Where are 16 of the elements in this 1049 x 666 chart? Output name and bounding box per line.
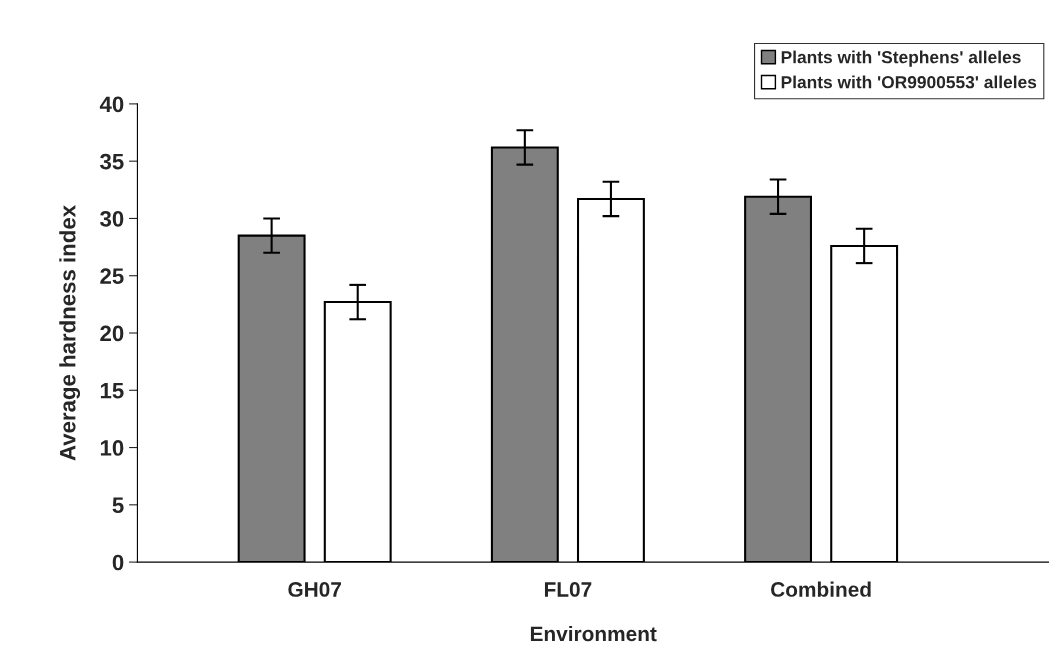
x-tick-label: Combined [771, 581, 871, 597]
legend-label: Plants with 'Stephens' alleles [781, 50, 1021, 67]
y-tick-label: 5 [112, 497, 124, 514]
y-tick-label: 0 [112, 554, 124, 571]
y-tick-label: 35 [100, 153, 124, 170]
y-tick-label: 40 [99, 96, 124, 113]
x-axis-title: Environment [530, 625, 657, 642]
legend-label: Plants with 'OR9900553' alleles [781, 75, 1037, 89]
y-tick-label: 20 [100, 325, 124, 342]
x-tick-label: GH07 [288, 582, 341, 597]
y-tick-label: 10 [100, 440, 124, 456]
y-tick-label: 25 [100, 268, 124, 284]
x-tick-label: FL07 [544, 582, 592, 597]
y-axis-title: Average hardness index [59, 205, 81, 461]
y-tick-label: 15 [100, 383, 124, 399]
y-tick-label: 30 [100, 210, 124, 227]
